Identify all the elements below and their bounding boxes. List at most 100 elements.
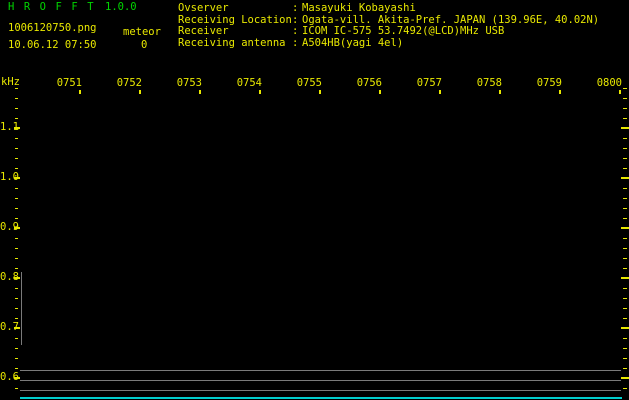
time-tick-label: 0751: [56, 77, 82, 89]
freq-tick-minor-left: [15, 108, 18, 109]
freq-tick-minor-right: [623, 338, 627, 339]
freq-tick-minor-right: [623, 388, 627, 389]
freq-tick-label: 1.1: [0, 121, 19, 133]
time-tick: [559, 90, 561, 94]
noise-floor-trace: [20, 397, 622, 399]
time-tick: [379, 90, 381, 94]
time-tick: [139, 90, 141, 94]
time-tick-label: 0756: [356, 77, 382, 89]
freq-tick-minor-left: [15, 138, 18, 139]
time-tick-label: 0754: [236, 77, 262, 89]
freq-tick-major-left: [14, 377, 20, 379]
freq-tick-minor-left: [15, 258, 18, 259]
freq-tick-minor-right: [623, 188, 627, 189]
time-tick-label: 0753: [176, 77, 202, 89]
info-colon: :: [292, 36, 299, 49]
time-tick: [199, 90, 201, 94]
time-tick: [319, 90, 321, 94]
freq-tick-minor-left: [15, 208, 18, 209]
freq-tick-minor-right: [623, 158, 627, 159]
freq-tick-label: 0.8: [0, 271, 19, 283]
info-value: Ogata-vill. Akita-Pref. JAPAN (139.96E, …: [302, 13, 600, 26]
freq-tick-minor-left: [15, 298, 18, 299]
freq-tick-minor-left: [15, 188, 18, 189]
freq-tick-major-right: [621, 127, 629, 129]
freq-tick-minor-left: [15, 98, 18, 99]
time-tick-label: 0759: [536, 77, 562, 89]
freq-tick-minor-right: [623, 88, 627, 89]
freq-tick-minor-right: [623, 288, 627, 289]
freq-tick-label: 0.6: [0, 371, 19, 383]
freq-tick-minor-right: [623, 308, 627, 309]
freq-tick-minor-left: [15, 158, 18, 159]
freq-tick-minor-right: [623, 318, 627, 319]
freq-tick-minor-left: [15, 358, 18, 359]
freq-tick-major-right: [621, 227, 629, 229]
freq-tick-major-right: [621, 327, 629, 329]
freq-tick-minor-left: [15, 308, 18, 309]
freq-tick-minor-left: [15, 168, 18, 169]
freq-tick-label: 0.7: [0, 321, 19, 333]
freq-tick-minor-right: [623, 98, 627, 99]
info-label: Receiving Location: [178, 13, 292, 26]
freq-tick-minor-right: [623, 248, 627, 249]
baseline-line: [20, 380, 621, 381]
freq-tick-major-left: [14, 227, 20, 229]
info-value: Masayuki Kobayashi: [302, 2, 416, 14]
freq-tick-minor-right: [623, 148, 627, 149]
freq-tick-minor-right: [623, 208, 627, 209]
freq-tick-minor-right: [623, 268, 627, 269]
khz-axis-label: kHz: [1, 76, 20, 88]
freq-tick-minor-left: [15, 288, 18, 289]
freq-tick-label: 1.0: [0, 171, 19, 183]
info-colon: :: [292, 2, 299, 14]
time-tick-label: 0758: [476, 77, 502, 89]
freq-tick-minor-left: [15, 148, 18, 149]
echo-count: 0: [141, 39, 148, 51]
freq-tick-minor-right: [623, 358, 627, 359]
freq-tick-minor-left: [15, 348, 18, 349]
freq-tick-major-right: [621, 377, 629, 379]
freq-tick-minor-left: [15, 218, 18, 219]
time-tick: [259, 90, 261, 94]
freq-tick-minor-right: [623, 298, 627, 299]
freq-tick-minor-left: [15, 268, 18, 269]
freq-tick-minor-left: [15, 198, 18, 199]
freq-tick-minor-left: [15, 238, 18, 239]
info-value: A504HB(yagi 4el): [302, 36, 404, 49]
freq-tick-major-right: [621, 277, 629, 279]
freq-tick-minor-right: [623, 368, 627, 369]
time-tick-label: 0752: [116, 77, 142, 89]
freq-tick-minor-right: [623, 348, 627, 349]
freq-tick-label: 0.9: [0, 221, 19, 233]
info-label: Receiver: [178, 25, 229, 38]
app-version: 1.0.0: [105, 1, 137, 13]
freq-tick-minor-left: [15, 388, 18, 389]
freq-tick-major-left: [14, 177, 20, 179]
time-tick: [619, 90, 621, 94]
info-colon: :: [292, 25, 299, 38]
freq-tick-minor-right: [623, 168, 627, 169]
freq-tick-minor-left: [15, 88, 18, 89]
datetime-label: 10.06.12 07:50: [8, 39, 97, 51]
app-title: H R O F F T: [8, 1, 96, 13]
time-tick-label: 0757: [416, 77, 442, 89]
freq-tick-major-right: [621, 177, 629, 179]
time-tick-label: 0755: [296, 77, 322, 89]
edge-artifact-line: [21, 272, 22, 345]
time-tick: [439, 90, 441, 94]
info-value: ICOM IC-575 53.7492(@LCD)MHz USB: [302, 25, 505, 38]
time-tick: [499, 90, 501, 94]
baseline-line: [20, 370, 621, 371]
info-label: Receiving antenna: [178, 36, 286, 49]
freq-tick-major-left: [14, 327, 20, 329]
freq-tick-major-left: [14, 277, 20, 279]
freq-tick-minor-left: [15, 368, 18, 369]
baseline-line: [20, 390, 621, 391]
info-colon: :: [292, 13, 299, 26]
freq-tick-minor-right: [623, 258, 627, 259]
freq-tick-minor-right: [623, 118, 627, 119]
time-tick-label: 0800: [596, 77, 622, 89]
mode-label: meteor: [123, 26, 161, 38]
